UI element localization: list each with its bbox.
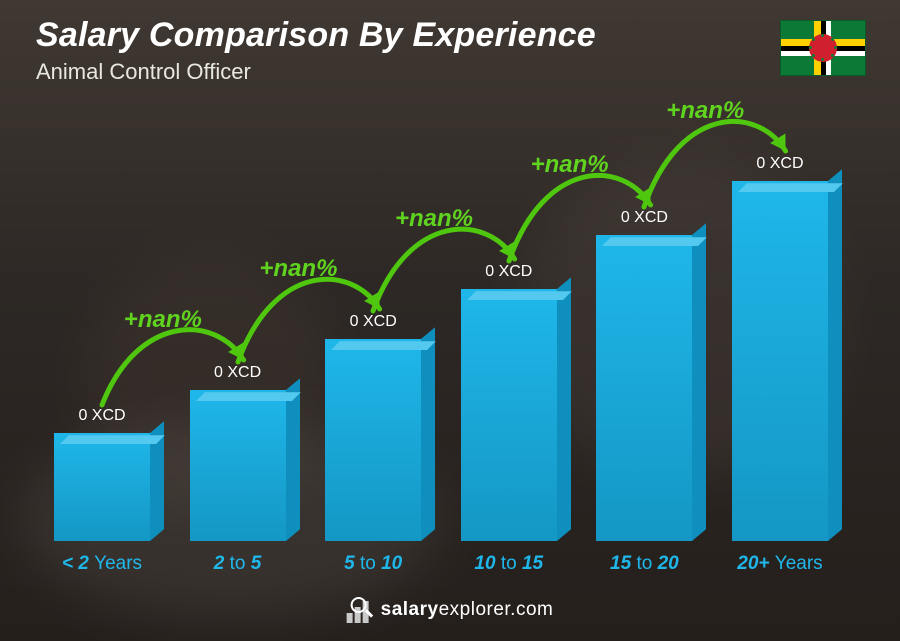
flag-disc (809, 34, 837, 62)
bar-slot: 0 XCD15 to 20 (584, 209, 704, 541)
category-label: 10 to 15 (474, 553, 543, 575)
bar-slot: 0 XCD< 2 Years (42, 407, 162, 541)
bar-top-face (602, 237, 707, 246)
country-flag-dominica (780, 20, 866, 76)
brand-rest: explorer.com (439, 599, 554, 620)
bar (190, 390, 286, 541)
bar (596, 235, 692, 541)
bar-front-face (596, 235, 692, 541)
category-label: 20+ Years (737, 553, 822, 575)
bar-top-face (196, 392, 301, 401)
bar-front-face (54, 433, 150, 541)
bar-side-face (557, 277, 571, 541)
bar-front-face (325, 339, 421, 541)
bar-side-face (286, 378, 300, 541)
bar-top-face (60, 435, 165, 444)
bar-front-face (190, 390, 286, 541)
chart-title: Salary Comparison By Experience (36, 16, 596, 55)
category-label: 5 to 10 (344, 553, 402, 575)
infographic-stage: Salary Comparison By Experience Animal C… (0, 0, 900, 641)
bar-value-label: 0 XCD (214, 364, 261, 382)
bar-value-label: 0 XCD (350, 313, 397, 331)
bar-side-face (828, 169, 842, 541)
flag-dots (809, 34, 837, 62)
bar-top-face (331, 341, 436, 350)
bar-side-face (421, 327, 435, 541)
brand-logo-icon (347, 597, 373, 623)
category-label: 15 to 20 (610, 553, 679, 575)
bar-side-face (692, 223, 706, 541)
bar-value-label: 0 XCD (621, 209, 668, 227)
bar-slot: 0 XCD5 to 10 (313, 313, 433, 541)
bars-container: 0 XCD< 2 Years0 XCD2 to 50 XCD5 to 100 X… (42, 150, 840, 541)
title-block: Salary Comparison By Experience Animal C… (36, 16, 596, 85)
bar-value-label: 0 XCD (485, 263, 532, 281)
bar-slot: 0 XCD2 to 5 (178, 364, 298, 541)
bar-front-face (461, 289, 557, 541)
increase-label: +nan% (666, 97, 744, 125)
brand-bold: salary (381, 599, 439, 620)
bar-chart: 0 XCD< 2 Years0 XCD2 to 50 XCD5 to 100 X… (42, 150, 840, 541)
footer-brand: salaryexplorer.com (347, 597, 554, 623)
bar (325, 339, 421, 541)
bar (461, 289, 557, 541)
bar-value-label: 0 XCD (756, 155, 803, 173)
bar-front-face (732, 181, 828, 541)
bar-top-face (467, 291, 572, 300)
bar-slot: 0 XCD10 to 15 (449, 263, 569, 541)
bar-value-label: 0 XCD (78, 407, 125, 425)
bar (54, 433, 150, 541)
bar-top-face (738, 183, 843, 192)
chart-subtitle: Animal Control Officer (36, 59, 596, 85)
bar (732, 181, 828, 541)
category-label: 2 to 5 (214, 553, 262, 575)
brand-logo-text: salaryexplorer.com (381, 599, 554, 621)
category-label: < 2 Years (62, 553, 142, 575)
bar-slot: 0 XCD20+ Years (720, 155, 840, 541)
